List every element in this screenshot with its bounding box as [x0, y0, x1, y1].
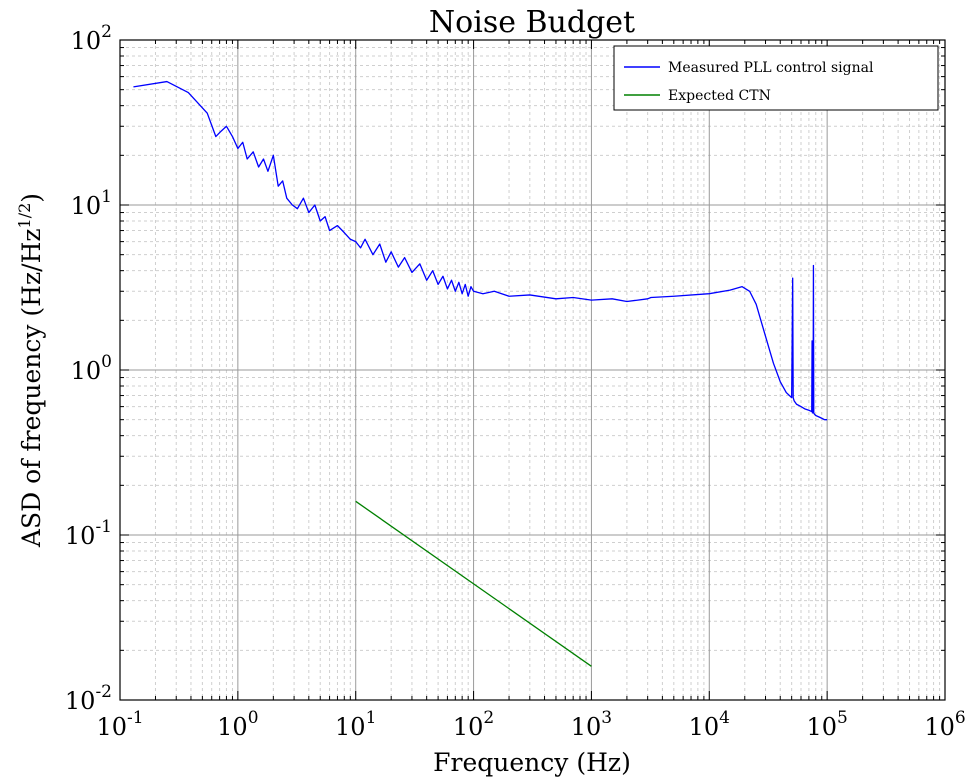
y-axis-label-prefix: ASD of frequency (Hz/Hz	[17, 228, 46, 548]
y-tick-label: 10-2	[65, 682, 112, 715]
y-tick-labels: 10-2 10-1 100 101 102	[65, 22, 112, 715]
x-tick-label: 101	[335, 708, 376, 741]
series-line-expected-ctn	[355, 500, 592, 667]
x-tick-label: 105	[806, 708, 847, 741]
chart-title: Noise Budget	[429, 5, 635, 40]
series-line-measured-pll	[133, 80, 828, 421]
x-tick-label: 100	[217, 708, 258, 741]
series-layer	[133, 80, 828, 667]
y-axis-label-suffix: )	[17, 193, 46, 203]
y-axis-label-sup: 1/2	[15, 203, 34, 229]
legend-label-ctn: Expected CTN	[668, 88, 771, 104]
x-tick-labels: 10-1 100 101 102 103 104 105 106	[96, 708, 965, 741]
x-tick-label: 106	[924, 708, 965, 741]
y-tick-label: 10-1	[65, 517, 112, 550]
y-axis-label: ASD of frequency (Hz/Hz1/2)	[15, 193, 46, 548]
x-tick-label: 10-1	[96, 708, 143, 741]
legend-box	[613, 45, 939, 111]
y-tick-label: 100	[71, 352, 112, 385]
x-tick-label: 103	[571, 708, 612, 741]
x-axis-label: Frequency (Hz)	[433, 748, 631, 777]
x-tick-label: 104	[689, 708, 730, 741]
y-tick-label: 101	[71, 187, 112, 220]
legend: Measured PLL control signal Expected CTN	[613, 45, 939, 111]
x-tick-label: 102	[453, 708, 494, 741]
y-tick-label: 102	[71, 22, 112, 55]
legend-label-measured: Measured PLL control signal	[668, 60, 874, 76]
